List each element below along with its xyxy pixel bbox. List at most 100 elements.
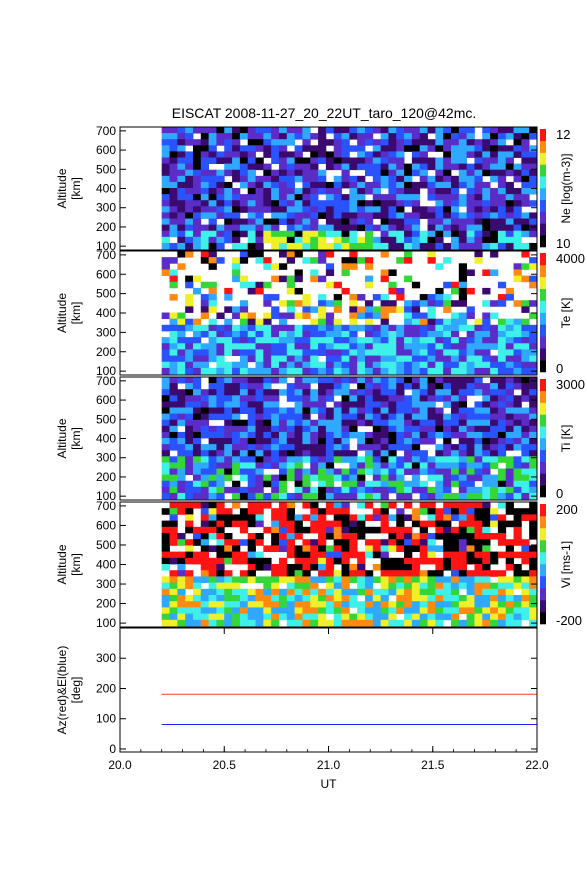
heatmap-cell [224, 200, 233, 207]
heatmap-cell [466, 312, 475, 320]
heatmap-cell [325, 163, 335, 171]
heatmap-cell [474, 582, 483, 590]
heatmap-cell [239, 330, 249, 338]
heatmap-cell [310, 188, 319, 195]
heatmap-cell [271, 337, 280, 344]
heatmap-cell [529, 127, 538, 134]
heatmap-cell [450, 287, 460, 295]
heatmap-cell [271, 377, 280, 384]
heatmap-cell [474, 188, 483, 195]
heatmap-cell [521, 337, 530, 344]
heatmap-cell [435, 294, 444, 301]
heatmap-cell [435, 419, 444, 427]
heatmap-cell [372, 444, 382, 451]
heatmap-cell [482, 206, 491, 213]
heatmap-cell [388, 145, 397, 152]
heatmap-cell [450, 300, 460, 307]
heatmap-cell [450, 508, 460, 515]
heatmap-cell [255, 514, 264, 521]
heatmap-cell [255, 139, 264, 146]
heatmap-cell [357, 151, 366, 158]
heatmap-cell [247, 343, 256, 350]
heatmap-cell [497, 181, 507, 189]
heatmap-cell [443, 431, 452, 439]
heatmap-cell [271, 263, 280, 270]
heatmap-cell [239, 425, 249, 433]
heatmap-cell [490, 330, 499, 338]
heatmap-cell [404, 607, 413, 615]
heatmap-cell [255, 318, 264, 326]
heatmap-cell [482, 200, 491, 207]
heatmap-cell [216, 330, 225, 338]
y-tick-label: 700 [96, 124, 116, 138]
heatmap-cell [263, 355, 272, 363]
heatmap-cell [521, 133, 530, 140]
heatmap-cell [474, 468, 483, 476]
heatmap-cell [357, 492, 366, 500]
heatmap-cell [169, 169, 178, 177]
heatmap-cell [450, 349, 460, 356]
heatmap-cell [263, 619, 272, 627]
heatmap-cell [490, 486, 499, 494]
heatmap-cell [247, 492, 256, 500]
heatmap-cell [286, 570, 296, 577]
heatmap-cell [388, 431, 397, 439]
heatmap-cell [357, 377, 366, 384]
figure-title: EISCAT 2008-11-27_20_22UT_taro_120@42mc. [172, 105, 477, 121]
heatmap-cell [497, 468, 507, 476]
heatmap-cell [450, 468, 460, 476]
heatmap-cell [357, 294, 366, 301]
heatmap-cell [458, 337, 468, 344]
heatmap-cell [247, 395, 256, 402]
heatmap-cell [325, 508, 335, 515]
heatmap-cell [286, 287, 296, 295]
heatmap-cell [302, 163, 311, 171]
heatmap-cell [419, 438, 428, 445]
heatmap-cell [427, 157, 436, 165]
heatmap-cell [333, 456, 342, 463]
heatmap-cell [380, 570, 389, 577]
heatmap-cell [404, 395, 413, 402]
heatmap-cell [302, 419, 311, 427]
heatmap-cell [278, 206, 288, 213]
heatmap-cell [466, 508, 475, 515]
heatmap-cell [490, 619, 499, 627]
heatmap-cell [286, 361, 296, 369]
heatmap-cell [294, 188, 303, 195]
heatmap-cell [169, 419, 178, 427]
heatmap-cell [458, 492, 468, 500]
heatmap-cell [419, 337, 428, 344]
heatmap-cell [302, 300, 311, 307]
heatmap-cell [529, 514, 538, 521]
heatmap-cell [161, 613, 170, 621]
heatmap-cell [349, 206, 358, 213]
heatmap-cell [255, 324, 264, 332]
heatmap-cell [232, 145, 241, 152]
heatmap-cell [364, 413, 374, 421]
y-tick-label: 100 [96, 364, 116, 378]
heatmap-cell [216, 413, 225, 421]
heatmap-cell [333, 486, 342, 494]
x-axis: 20.0 20.5 21.0 21.5 22.0UT [108, 628, 549, 791]
heatmap-cell [357, 175, 366, 183]
heatmap-cell [364, 230, 374, 238]
heatmap-cell [466, 462, 475, 469]
heatmap-cell [396, 492, 405, 500]
heatmap-cell [255, 194, 264, 201]
heatmap-cell [466, 377, 475, 384]
heatmap-cell [278, 468, 288, 476]
heatmap-cell [474, 576, 483, 584]
heatmap-cell [357, 570, 366, 577]
heatmap-cell [388, 570, 397, 577]
heatmap-cell [497, 294, 507, 301]
heatmap-cell [458, 224, 468, 232]
heatmap-cell [450, 200, 460, 207]
heatmap-cell [263, 413, 272, 421]
heatmap-cell [161, 468, 170, 476]
heatmap-cell [364, 257, 374, 264]
heatmap-cell [232, 263, 241, 270]
heatmap-cell [177, 145, 186, 152]
heatmap-cell [380, 413, 389, 421]
heatmap-cell [388, 194, 397, 201]
heatmap-cell [325, 330, 335, 338]
